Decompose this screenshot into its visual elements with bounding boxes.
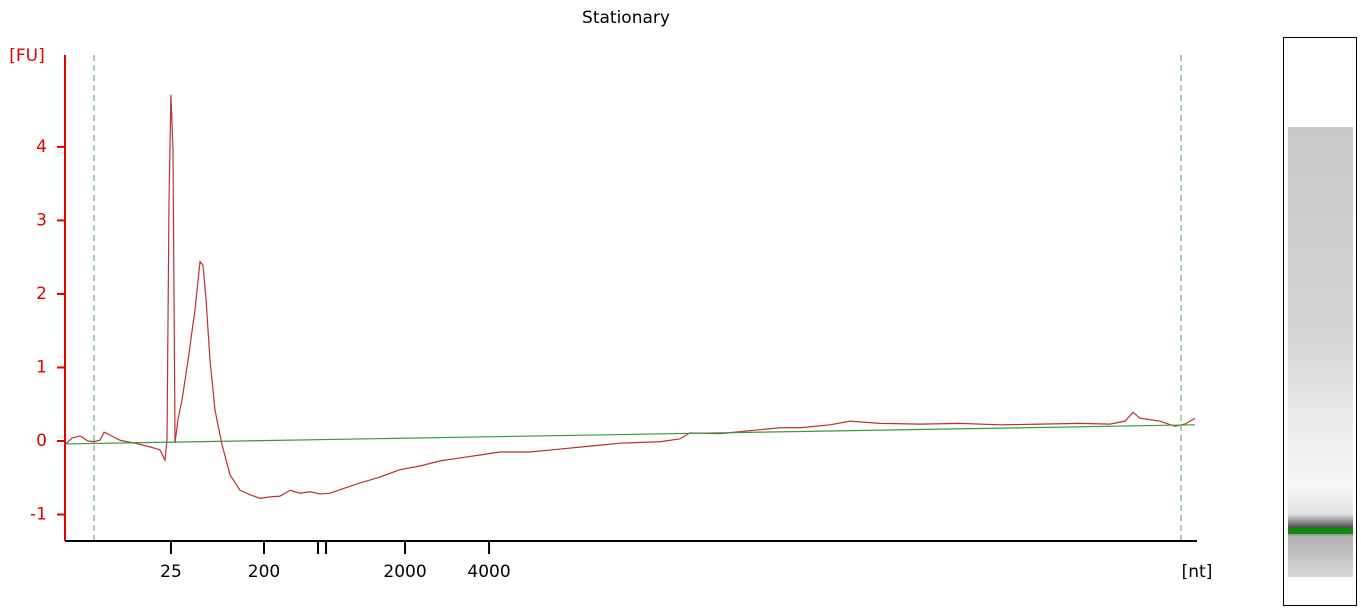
x-axis-label: [nt] — [1182, 562, 1213, 582]
x-tick-label: 25 — [160, 562, 182, 582]
gel-lane — [1283, 37, 1357, 606]
gel-band-area — [1288, 127, 1353, 577]
x-tick-label: 200 — [248, 562, 280, 582]
y-tick-label: -1 — [30, 505, 47, 525]
y-tick-label: 4 — [36, 137, 47, 157]
y-tick-label: 0 — [36, 431, 47, 451]
chart-title: Stationary — [582, 8, 670, 28]
series-line — [64, 94, 1196, 499]
gel-marker-band — [1288, 528, 1353, 534]
y-tick-label: 1 — [36, 357, 47, 377]
y-tick-label: 2 — [36, 284, 47, 304]
x-tick-label: 4000 — [467, 562, 510, 582]
x-tick-label: 2000 — [383, 562, 426, 582]
y-axis-label: [FU] — [9, 46, 45, 66]
y-tick-label: 3 — [36, 210, 47, 230]
series-line — [64, 424, 1195, 445]
